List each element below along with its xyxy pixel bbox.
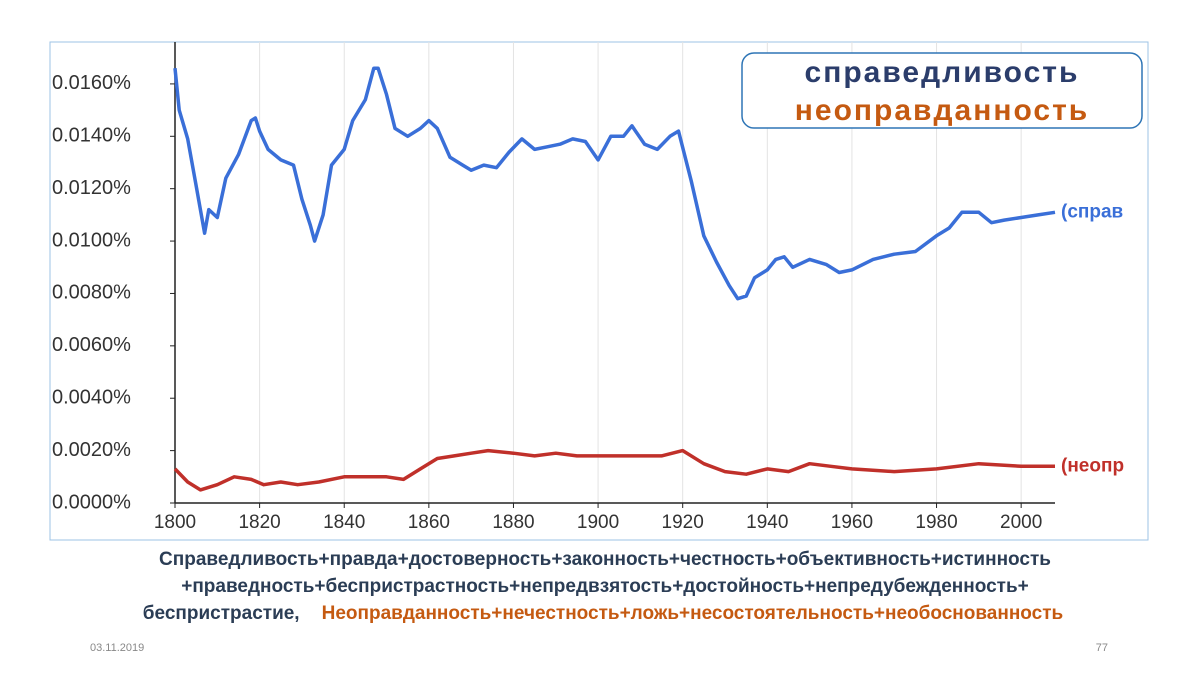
y-tick-label: 0.0000% [52,491,131,513]
caption: беспристрастие, Неоправданность+нечестнос… [143,603,1063,624]
data-line [173,66,1056,301]
x-tick-label: 1880 [492,512,534,533]
y-tick-label: 0.0160% [52,72,131,94]
line-end-label: (неопр [1061,455,1124,476]
caption: беспристрастие, [143,603,300,624]
y-tick-label: 0.0060% [52,334,131,356]
y-tick-label: 0.0040% [52,387,131,409]
x-tick-label: 1960 [831,512,873,533]
y-tick-label: 0.0140% [52,125,131,147]
legend-entry: неоправданность [795,94,1089,127]
x-tick-label: 1840 [323,512,365,533]
data-line [173,448,1055,492]
chart-frame [49,41,1149,541]
x-tick-label: 1920 [662,512,704,533]
page-number: 77 [1096,642,1108,654]
x-tick-label: 1940 [746,512,788,533]
legend-entry: справедливость [805,56,1080,89]
legend-box [741,52,1143,129]
footer-date: 03.11.2019 [90,642,144,654]
y-tick-label: 0.0120% [52,177,131,199]
x-tick-label: 1860 [408,512,450,533]
caption: Справедливость+правда+достоверность+зако… [159,549,1051,570]
line-end-label: (справ [1061,201,1123,222]
caption-highlight: Неоправданность+нечестность+ложь+несосто… [322,603,1064,624]
x-tick-label: 1980 [915,512,957,533]
y-tick-label: 0.0080% [52,282,131,304]
y-tick-label: 0.0100% [52,229,131,251]
x-tick-label: 1820 [238,512,280,533]
x-tick-label: 1900 [577,512,619,533]
caption: +праведность+беспристрастность+непредвзя… [181,576,1029,597]
x-tick-label: 2000 [1000,512,1042,533]
x-tick-label: 1800 [154,512,196,533]
plot: 1800 1820 1840 1860 1880 1900 1920 1940 1960 1980… [52,42,1124,533]
y-tick-label: 0.0020% [52,439,131,461]
